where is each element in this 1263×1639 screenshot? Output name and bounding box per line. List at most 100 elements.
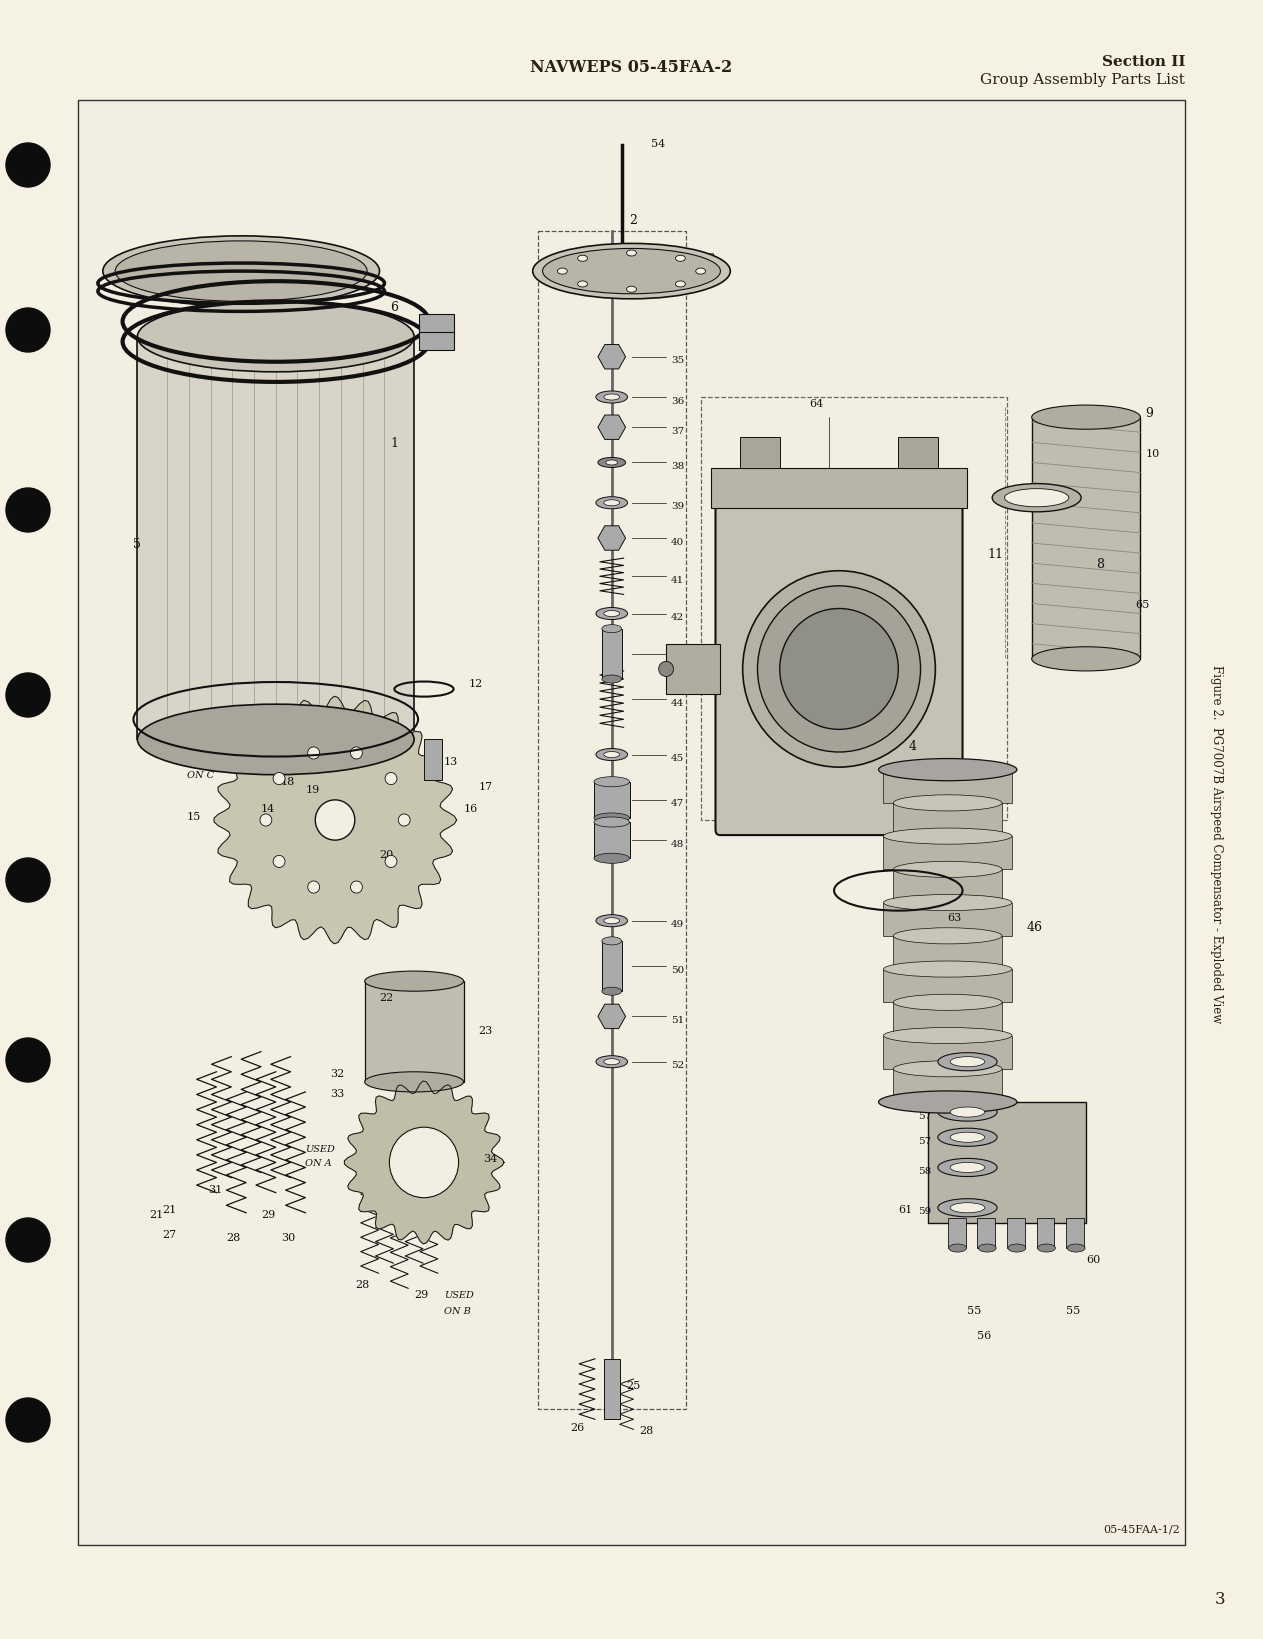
Bar	[701, 397, 1007, 820]
Ellipse shape	[979, 1244, 997, 1252]
Text: USED: USED	[306, 1146, 335, 1154]
Text: 3: 3	[888, 710, 897, 723]
Ellipse shape	[102, 236, 379, 306]
Ellipse shape	[893, 860, 1002, 877]
Ellipse shape	[602, 624, 621, 633]
Text: 19: 19	[306, 785, 320, 795]
Ellipse shape	[676, 280, 686, 287]
Bar	[898, 438, 938, 467]
Ellipse shape	[557, 269, 567, 274]
Ellipse shape	[596, 1056, 628, 1067]
Text: 21: 21	[149, 1210, 163, 1219]
Text: 20: 20	[379, 851, 394, 860]
Ellipse shape	[594, 777, 629, 787]
Ellipse shape	[597, 457, 625, 467]
Bar	[594, 823, 629, 859]
Text: 36: 36	[671, 397, 685, 405]
Ellipse shape	[138, 705, 414, 775]
Text: Group Assembly Parts List: Group Assembly Parts List	[980, 74, 1185, 87]
Text: 14: 14	[261, 805, 275, 815]
Text: ON A: ON A	[306, 1159, 332, 1169]
Ellipse shape	[1032, 647, 1140, 670]
Ellipse shape	[398, 815, 410, 826]
Ellipse shape	[385, 772, 397, 785]
Text: ON C: ON C	[187, 770, 213, 780]
Text: 28: 28	[226, 1233, 240, 1242]
Bar	[893, 869, 1002, 903]
Ellipse shape	[115, 241, 368, 302]
Bar	[884, 903, 1012, 936]
Circle shape	[6, 308, 51, 352]
Ellipse shape	[543, 249, 720, 293]
Circle shape	[6, 857, 51, 901]
Text: USED: USED	[187, 757, 217, 767]
Ellipse shape	[385, 856, 397, 867]
Ellipse shape	[316, 800, 355, 841]
Bar	[1007, 1218, 1024, 1247]
Text: 58: 58	[918, 1167, 931, 1177]
Text: 7: 7	[256, 759, 265, 772]
Text: 29: 29	[261, 1210, 275, 1219]
Text: 65: 65	[1135, 600, 1149, 610]
Bar	[602, 941, 621, 992]
Bar	[365, 982, 464, 1082]
Ellipse shape	[949, 1244, 966, 1252]
Ellipse shape	[260, 815, 272, 826]
Ellipse shape	[138, 302, 414, 372]
Text: 25: 25	[626, 1382, 640, 1392]
Text: 22: 22	[379, 993, 394, 1003]
Ellipse shape	[365, 1072, 464, 1092]
Ellipse shape	[596, 915, 628, 926]
Text: 54: 54	[652, 139, 666, 149]
Circle shape	[6, 143, 51, 187]
Text: 55: 55	[1066, 1306, 1081, 1316]
Text: 10: 10	[1146, 449, 1159, 459]
Ellipse shape	[604, 610, 620, 616]
Text: 2: 2	[629, 213, 638, 226]
Text: 57: 57	[918, 1111, 931, 1121]
Bar	[893, 1003, 1002, 1036]
Ellipse shape	[950, 1162, 985, 1172]
Ellipse shape	[596, 392, 628, 403]
Text: 15: 15	[187, 811, 201, 823]
Text: 53: 53	[701, 252, 715, 262]
Circle shape	[6, 488, 51, 533]
Ellipse shape	[879, 1092, 1017, 1113]
Ellipse shape	[893, 1060, 1002, 1077]
Ellipse shape	[577, 280, 587, 287]
Ellipse shape	[596, 608, 628, 620]
Bar	[1032, 418, 1140, 659]
Ellipse shape	[533, 244, 730, 298]
Ellipse shape	[604, 393, 620, 400]
Text: 21: 21	[162, 1205, 177, 1214]
Text: 6: 6	[390, 302, 398, 315]
Ellipse shape	[604, 1059, 620, 1065]
Bar	[893, 936, 1002, 969]
Ellipse shape	[604, 500, 620, 506]
Bar	[666, 644, 720, 693]
Ellipse shape	[879, 759, 1017, 780]
FancyBboxPatch shape	[716, 503, 962, 836]
Text: 35: 35	[671, 356, 685, 365]
Text: 46: 46	[1027, 921, 1043, 934]
Text: Figure 2.  PG7007B Airspeed Compensator - Exploded View: Figure 2. PG7007B Airspeed Compensator -…	[1210, 665, 1223, 1023]
Ellipse shape	[884, 762, 1012, 777]
Ellipse shape	[1008, 1244, 1026, 1252]
Text: USED: USED	[443, 1292, 474, 1300]
Ellipse shape	[993, 484, 1081, 511]
Text: 11: 11	[988, 547, 1003, 561]
Text: 17: 17	[479, 782, 493, 792]
Text: 30: 30	[280, 1233, 296, 1242]
Ellipse shape	[696, 269, 706, 274]
Ellipse shape	[594, 816, 629, 828]
Ellipse shape	[950, 1133, 985, 1142]
Ellipse shape	[596, 749, 628, 760]
Text: 05-45FAA-1/2: 05-45FAA-1/2	[1104, 1524, 1180, 1536]
Polygon shape	[345, 1082, 504, 1244]
Polygon shape	[213, 697, 457, 944]
Text: 44: 44	[671, 698, 685, 708]
Text: 1: 1	[390, 438, 398, 451]
Text: 28: 28	[355, 1280, 369, 1290]
Text: 63: 63	[947, 913, 962, 923]
Ellipse shape	[273, 772, 285, 785]
